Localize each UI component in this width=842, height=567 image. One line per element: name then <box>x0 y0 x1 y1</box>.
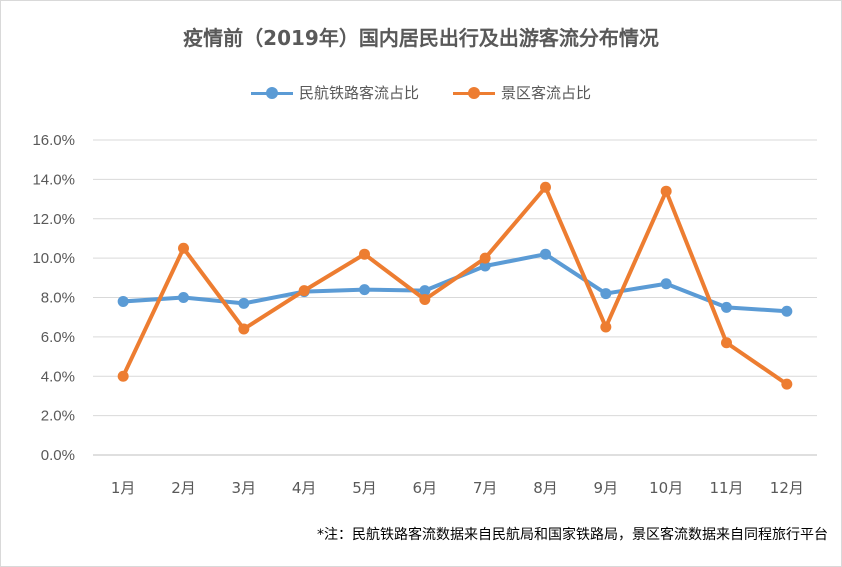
x-tick-label: 3月 <box>232 479 257 497</box>
y-tick-label: 6.0% <box>41 329 75 346</box>
chart-legend: 民航铁路客流占比 景区客流占比 <box>0 82 842 103</box>
data-point-series-2 <box>359 248 370 260</box>
x-tick-label: 12月 <box>770 479 804 497</box>
x-tick-label: 5月 <box>352 479 377 497</box>
y-tick-label: 0.0% <box>41 447 75 464</box>
data-point-series-2 <box>721 337 732 349</box>
legend-item-series-2: 景区客流占比 <box>453 82 591 103</box>
data-point-series-2 <box>600 321 612 333</box>
data-point-series-2 <box>298 285 310 297</box>
data-point-series-1 <box>479 260 491 272</box>
y-tick-label: 12.0% <box>32 211 75 228</box>
legend-label-series-2: 景区客流占比 <box>501 84 592 102</box>
data-point-series-2 <box>419 293 431 305</box>
data-point-series-1 <box>359 284 370 296</box>
legend-marker-series-1 <box>250 86 293 99</box>
data-point-series-1 <box>781 305 793 317</box>
x-tick-label: 8月 <box>533 479 558 497</box>
data-point-series-2 <box>117 370 129 382</box>
x-tick-label: 11月 <box>709 479 743 497</box>
series-line-2 <box>121 185 789 387</box>
data-point-series-2 <box>540 181 551 193</box>
legend-label-series-1: 民航铁路客流占比 <box>298 84 419 102</box>
legend-item-series-1: 民航铁路客流占比 <box>250 82 419 103</box>
x-tick-label: 7月 <box>473 479 498 497</box>
legend-marker-series-2 <box>453 86 495 99</box>
x-tick-label: 1月 <box>111 479 136 497</box>
data-point-series-1 <box>540 248 551 260</box>
data-point-series-1 <box>721 301 732 313</box>
x-tick-label: 4月 <box>292 479 317 497</box>
data-point-series-2 <box>781 378 793 390</box>
x-tick-label: 2月 <box>171 479 196 497</box>
data-point-series-1 <box>178 292 189 303</box>
data-point-series-1 <box>660 278 672 290</box>
chart-title: 疫情前（2019年）国内居民出行及出游客流分布情况 <box>183 26 659 50</box>
data-point-series-1 <box>600 288 612 300</box>
x-tick-label: 6月 <box>413 479 438 497</box>
y-tick-label: 10.0% <box>32 250 75 267</box>
data-point-series-2 <box>178 242 189 254</box>
y-tick-label: 16.0% <box>32 132 75 149</box>
data-point-series-2 <box>238 323 250 335</box>
data-point-series-1 <box>419 285 431 297</box>
data-point-series-1 <box>117 295 129 307</box>
data-point-series-2 <box>479 252 491 264</box>
data-point-series-2 <box>660 185 672 197</box>
x-tick-label: 10月 <box>649 479 683 497</box>
y-tick-label: 14.0% <box>32 171 75 188</box>
data-point-series-1 <box>238 297 250 309</box>
source-note: *注：民航铁路客流数据来自民航局和国家铁路局，景区客流数据来自同程旅行平台 <box>317 527 828 543</box>
y-tick-label: 8.0% <box>41 290 75 307</box>
x-tick-label: 9月 <box>594 479 619 497</box>
y-tick-label: 4.0% <box>41 368 75 385</box>
y-tick-label: 2.0% <box>41 408 75 425</box>
